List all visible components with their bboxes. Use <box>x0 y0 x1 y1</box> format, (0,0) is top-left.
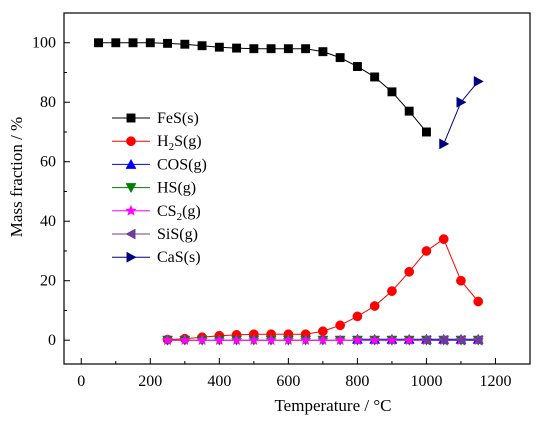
data-point <box>420 334 431 346</box>
data-point <box>368 334 381 346</box>
y-tick-label: 80 <box>40 94 56 111</box>
data-point <box>265 334 277 346</box>
data-point <box>404 106 414 116</box>
data-point <box>266 44 276 54</box>
data-point <box>318 47 328 57</box>
data-point <box>230 334 243 346</box>
data-point <box>247 334 260 346</box>
data-point <box>128 38 138 48</box>
data-point <box>111 38 121 48</box>
legend-label: CaS(s) <box>157 249 201 266</box>
data-point <box>334 334 347 346</box>
y-axis-title: Mass fraction / % <box>7 117 26 237</box>
legend-marker <box>125 158 137 169</box>
data-point <box>387 87 397 97</box>
data-point <box>180 39 190 49</box>
data-point <box>299 334 312 346</box>
legend-label: H2S(g) <box>157 133 202 153</box>
axes: 0 200 400 600 800 1000 1200 0 20 40 60 80 100 <box>32 12 531 390</box>
legend-label: SiS(g) <box>157 226 198 243</box>
data-point <box>335 53 345 63</box>
legend-item: HS(g) <box>112 180 196 197</box>
y-tick-label: 60 <box>40 154 56 171</box>
data-point <box>370 72 380 82</box>
x-axis-title: Temperature / °C <box>274 396 391 415</box>
data-point <box>421 127 431 137</box>
legend-item: FeS(s) <box>112 110 199 127</box>
data-point <box>232 43 242 53</box>
y-tick-label: 40 <box>40 213 56 230</box>
data-point <box>94 38 103 48</box>
data-point <box>472 334 483 346</box>
legend-item: SiS(g) <box>112 226 198 243</box>
data-point <box>369 301 380 311</box>
data-point <box>282 334 295 346</box>
x-tick-label: 1200 <box>479 373 511 390</box>
data-point <box>438 334 449 346</box>
legend-marker <box>126 113 136 123</box>
data-point <box>352 311 363 322</box>
data-point <box>161 334 174 346</box>
data-point <box>249 44 259 54</box>
legend-marker <box>125 228 136 240</box>
data-point <box>456 275 466 286</box>
legend-item: COS(g) <box>112 156 207 173</box>
series-5 <box>420 334 483 346</box>
data-point <box>456 96 467 108</box>
series-0 <box>94 38 431 137</box>
data-point <box>301 44 311 54</box>
series-line <box>443 81 479 145</box>
x-tick-label: 200 <box>138 373 162 390</box>
series-6 <box>439 75 484 150</box>
data-point <box>317 334 329 346</box>
data-point <box>145 38 155 48</box>
data-point <box>335 320 346 331</box>
x-tick-label: 600 <box>276 373 300 390</box>
legend-item: CS2(g) <box>112 203 201 223</box>
data-point <box>439 138 450 150</box>
legend-label: FeS(s) <box>157 110 199 127</box>
legend-marker <box>125 183 137 194</box>
data-point <box>421 246 432 256</box>
data-point <box>455 334 466 346</box>
legend-label: CS2(g) <box>157 203 201 223</box>
x-tick-label: 1000 <box>410 373 442 390</box>
data-point <box>214 42 224 52</box>
legend-item: H2S(g) <box>112 133 202 153</box>
data-point <box>403 334 416 346</box>
data-point <box>438 234 449 244</box>
data-point <box>387 286 397 296</box>
data-point <box>196 334 208 346</box>
series-layer <box>94 38 485 346</box>
legend-marker <box>126 136 136 147</box>
legend-item: CaS(s) <box>112 249 201 266</box>
legend-label: COS(g) <box>157 156 207 173</box>
series-line <box>98 42 427 133</box>
data-point <box>473 75 484 87</box>
legend-marker <box>126 251 137 263</box>
x-tick-label: 0 <box>77 373 85 390</box>
legend: FeS(s) H2S(g) COS(g) HS(g) CS2(g) SiS(g) CaS(s… <box>112 110 207 266</box>
data-point <box>213 334 226 346</box>
data-point <box>473 296 484 307</box>
series-1 <box>162 234 484 345</box>
series-line <box>167 238 479 341</box>
data-point <box>163 38 173 48</box>
data-point <box>283 44 293 54</box>
plot-frame <box>63 12 531 365</box>
x-tick-label: 400 <box>207 373 231 390</box>
legend-marker <box>125 204 137 216</box>
data-point <box>404 266 415 277</box>
data-point <box>178 334 191 346</box>
y-tick-label: 0 <box>48 332 56 349</box>
y-tick-label: 20 <box>40 273 56 290</box>
data-point <box>352 62 362 71</box>
x-tick-label: 800 <box>345 373 369 390</box>
y-tick-label: 100 <box>32 35 56 52</box>
data-point <box>197 41 207 51</box>
data-point <box>386 334 398 346</box>
legend-label: HS(g) <box>157 180 196 197</box>
data-point <box>351 334 364 346</box>
